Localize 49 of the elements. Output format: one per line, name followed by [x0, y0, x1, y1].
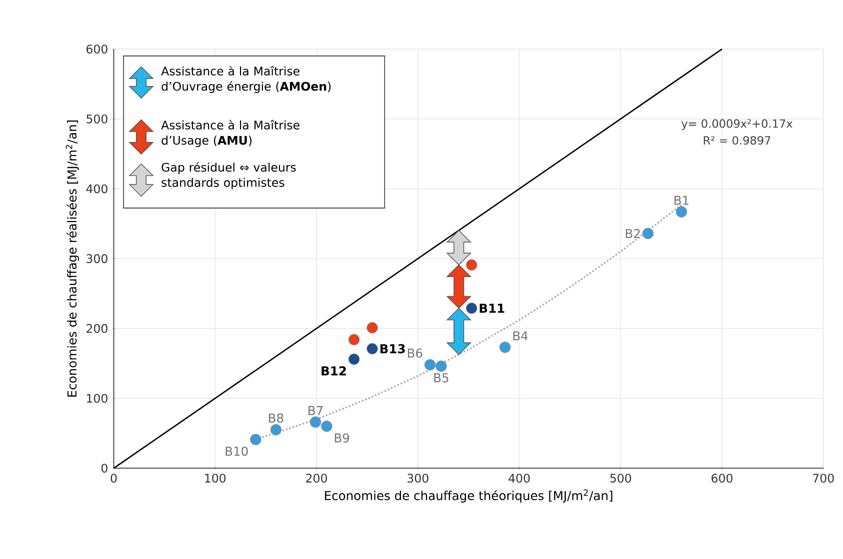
data-label: B4 [513, 331, 528, 340]
annotation: y= 0.0009x²+0.17x [682, 119, 792, 130]
point [348, 334, 360, 346]
data-label: B8 [269, 413, 284, 422]
data-label: B2 [626, 228, 640, 238]
point [676, 206, 688, 218]
point [466, 259, 478, 270]
point [366, 322, 378, 334]
annotation: Assistance à la Maîtrise d’Ouvrage énergie (AMOen) [161, 66, 331, 93]
data-label: B9 [334, 433, 350, 442]
annotation: R² = 0.9897 [704, 136, 770, 144]
x-tick-label: 400 [508, 474, 530, 482]
point [270, 424, 282, 436]
annotation: Assistance à la Maîtrise d’Usage (AMU) [161, 120, 300, 147]
point [348, 353, 360, 365]
y-tick-label: 500 [86, 114, 108, 124]
y-tick-label: 400 [86, 184, 108, 194]
data-label: B11 [480, 304, 504, 312]
point [466, 302, 478, 314]
point [321, 420, 332, 432]
y-tick-label: 300 [86, 254, 108, 263]
point [642, 228, 654, 239]
x-tick-label: 200 [306, 474, 327, 482]
point [499, 341, 511, 353]
data-label: B12 [322, 366, 346, 376]
data-label: B5 [434, 373, 448, 382]
data-label: B10 [226, 446, 248, 456]
x-tick-label: 700 [813, 474, 834, 482]
point [424, 358, 436, 370]
x-tick-label: 300 [408, 474, 428, 482]
x-tick-label: 0 [110, 474, 117, 482]
y-tick-label: 600 [86, 44, 108, 54]
x-tick-label: 100 [205, 474, 226, 482]
point [436, 360, 447, 372]
y-tick-label: 200 [86, 324, 108, 333]
data-label: B7 [308, 406, 323, 415]
point [310, 416, 322, 428]
point [250, 434, 262, 445]
y-tick-label: 0 [101, 464, 108, 472]
x-tick-label: 500 [610, 474, 632, 482]
point [366, 342, 378, 354]
annotation: Gap résiduel ⇔ valeurs standards optimistes [162, 162, 296, 189]
y-tick-label: 100 [87, 394, 108, 403]
y-axis-title: Economies de chauffage réalisées [MJ/m$^{2}$/an] [66, 120, 79, 396]
data-label: B13 [380, 344, 405, 354]
data-label: B6 [408, 348, 422, 358]
x-tick-label: 600 [712, 474, 732, 482]
data-label: B1 [674, 196, 688, 205]
x-axis-title: Economies de chauffage théoriques [MJ/m$^{2}$/an] [325, 489, 612, 502]
